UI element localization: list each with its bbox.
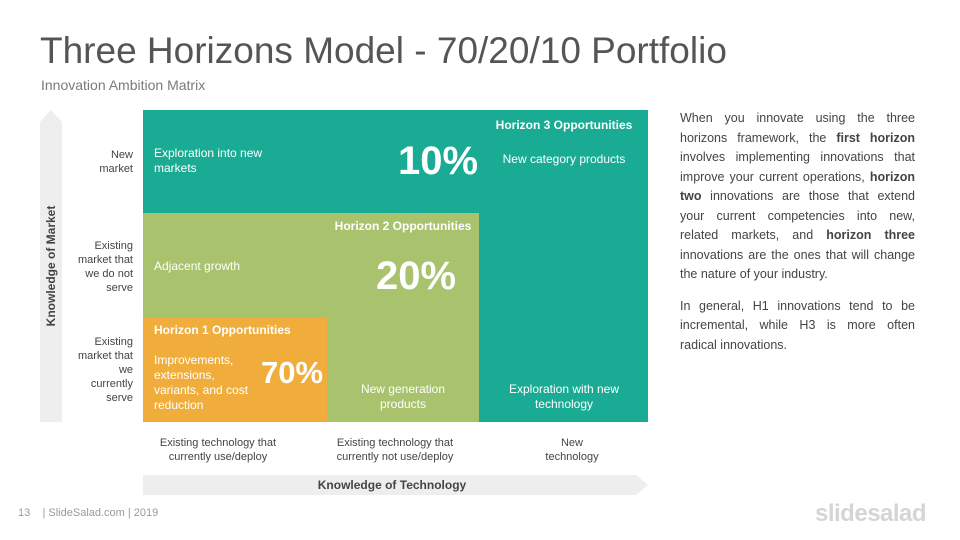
page-subtitle: Innovation Ambition Matrix: [41, 77, 206, 93]
page-title: Three Horizons Model - 70/20/10 Portfoli…: [40, 30, 727, 71]
x-label-existing-tech-used: Existing technology that currently use/d…: [159, 437, 277, 463]
horizon-1-block: [143, 318, 327, 422]
description-paragraph-2: In general, H1 innovations tend to be in…: [680, 298, 915, 352]
footer-text: | SlideSalad.com | 2019: [42, 507, 159, 519]
horizon-3-percent: 10%: [398, 139, 479, 183]
horizon-3-heading: Horizon 3 Opportunities: [495, 118, 633, 132]
x-label-new-tech: New technology: [545, 437, 599, 463]
description-text: When you innovate using the three horizo…: [680, 109, 915, 367]
horizon-1-percent: 70%: [261, 355, 324, 390]
horizon-2-heading: Horizon 2 Opportunities: [334, 219, 472, 233]
cell-adjacent-growth: Adjacent growth: [154, 259, 241, 273]
page-number: 13: [18, 507, 31, 519]
cell-improvements: Improvements, extensions, variants, and …: [154, 353, 249, 412]
horizon-1-heading: Horizon 1 Opportunities: [154, 323, 291, 337]
x-axis-title: Knowledge of Technology: [317, 478, 467, 492]
brand-logo: slidesalad: [815, 500, 927, 527]
y-label-new-market: New market: [99, 149, 133, 175]
cell-exploration-new-markets: Exploration into new markets: [154, 146, 263, 175]
y-label-existing-served: Existing market that we currently serve: [77, 336, 133, 404]
cell-new-generation-products: New generation products: [360, 382, 446, 411]
cell-exploration-new-technology: Exploration with new technology: [508, 382, 620, 411]
x-label-existing-tech-not-used: Existing technology that currently not u…: [336, 437, 454, 463]
y-label-existing-not-served: Existing market that we do not serve: [77, 240, 133, 294]
y-axis-title: Knowledge of Market: [44, 205, 58, 327]
footer: 13 | SlideSalad.com | 2019: [18, 507, 158, 519]
y-axis-arrow: [40, 110, 62, 422]
description-paragraph-1: When you innovate using the three horizo…: [680, 111, 916, 281]
x-axis-arrow: [143, 475, 648, 495]
horizon-2-percent: 20%: [376, 254, 457, 298]
cell-new-category-products: New category products: [502, 152, 626, 166]
